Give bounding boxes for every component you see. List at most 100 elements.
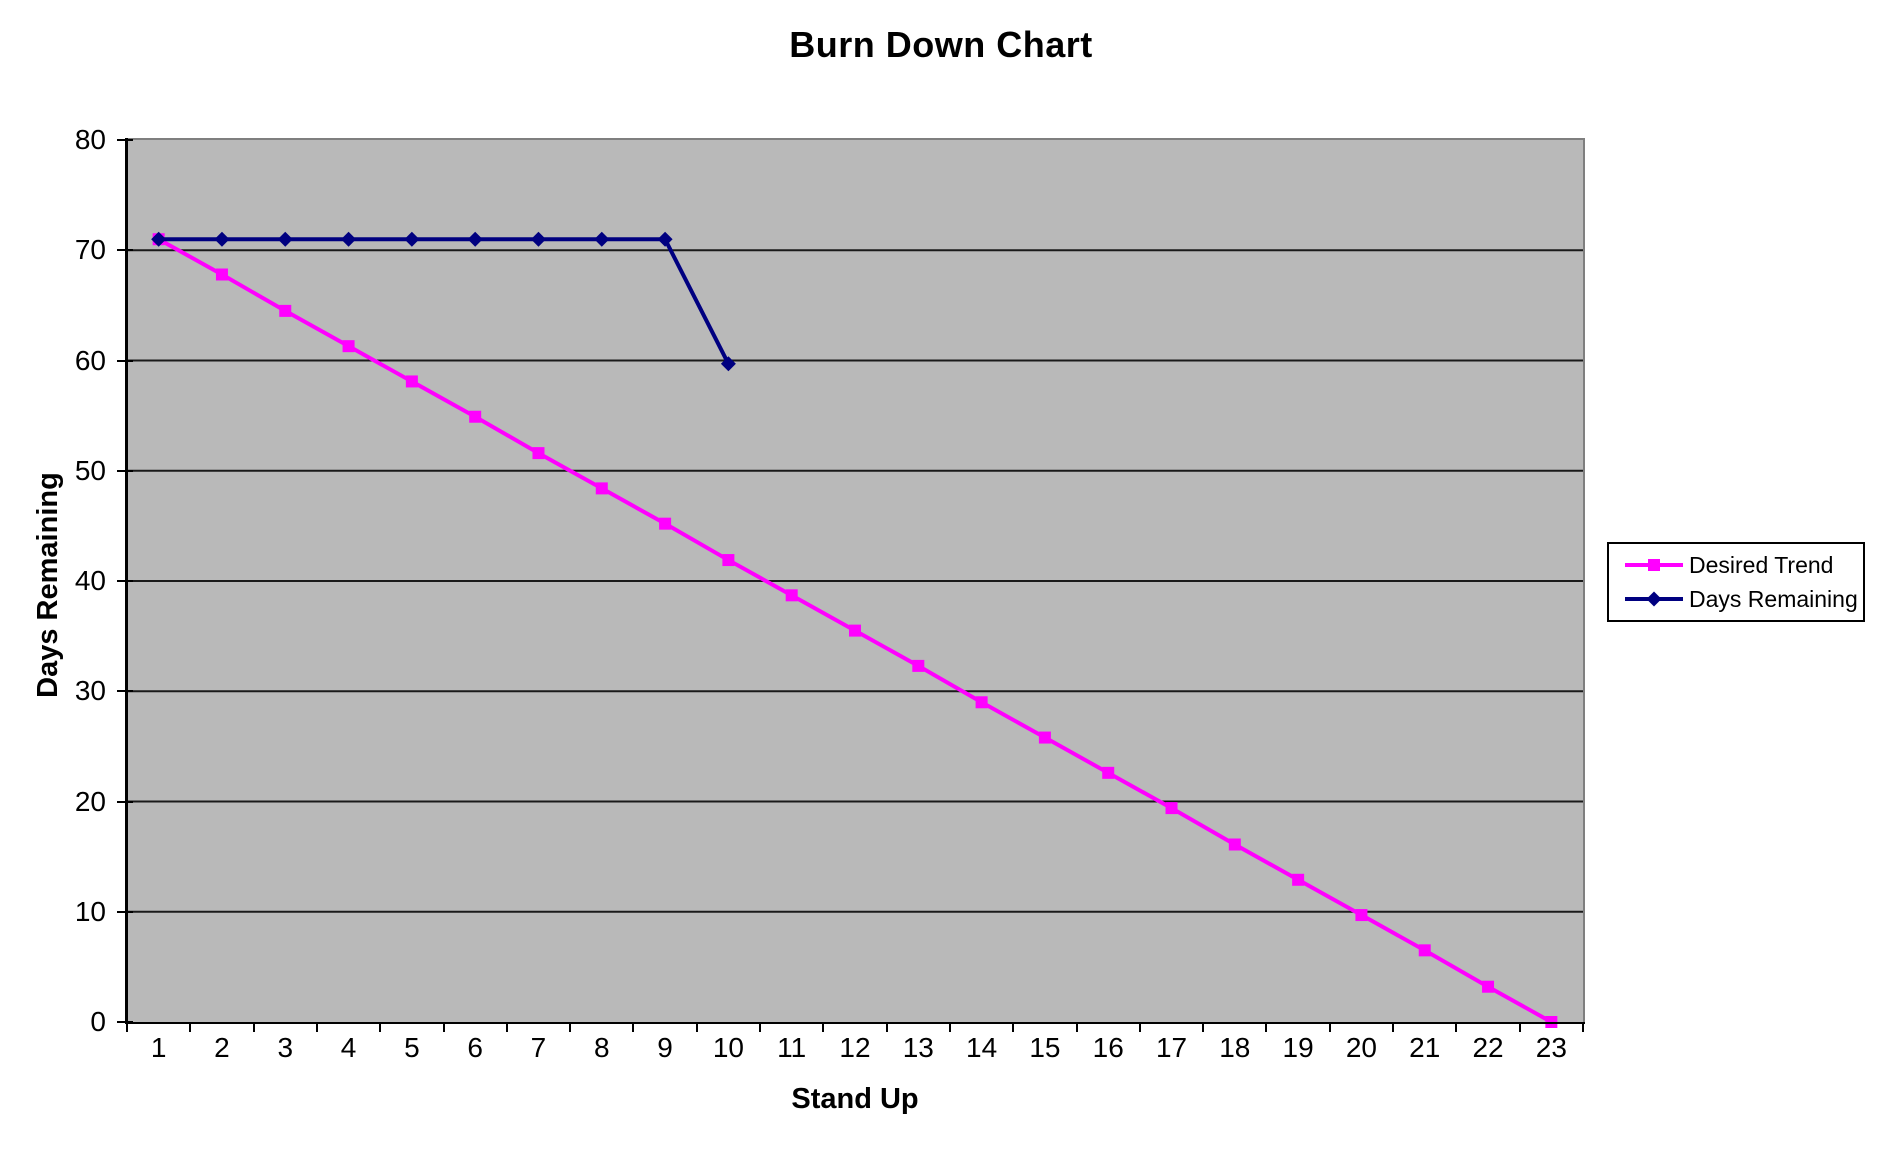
y-tick-label: 10 [74, 895, 106, 927]
legend-label: Days Remaining [1689, 586, 1858, 612]
x-tick-label: 20 [1345, 1032, 1377, 1063]
y-tick-label: 70 [74, 234, 106, 266]
y-tick-label: 0 [90, 1006, 106, 1037]
y-tick-label: 50 [74, 454, 106, 486]
plot-area [127, 140, 1583, 1028]
x-tick-mark [505, 1023, 508, 1032]
x-tick-mark [822, 1023, 825, 1032]
plot-border-top [127, 138, 1585, 140]
diamond-marker [214, 231, 230, 247]
square-marker [1482, 980, 1495, 993]
square-marker [659, 517, 672, 530]
diamond-marker [404, 231, 420, 247]
diamond-marker [341, 231, 357, 247]
x-tick-label: 14 [966, 1032, 998, 1063]
x-tick-label: 6 [467, 1032, 483, 1063]
x-tick-label: 13 [902, 1032, 934, 1063]
x-tick-label: 1 [150, 1032, 167, 1063]
square-marker [1292, 873, 1305, 886]
x-tick-mark [126, 1023, 128, 1032]
chart-title: Burn Down Chart [789, 24, 1093, 65]
x-tick-mark [695, 1023, 698, 1032]
y-tick-mark [117, 249, 133, 252]
y-tick-mark [117, 690, 133, 693]
x-tick-label: 17 [1155, 1032, 1188, 1063]
x-tick-mark [759, 1023, 762, 1032]
square-marker [722, 554, 735, 567]
x-tick-label: 19 [1282, 1032, 1314, 1063]
x-tick-label: 22 [1472, 1032, 1504, 1063]
y-tick-label: 30 [74, 675, 106, 707]
x-tick-label: 4 [340, 1032, 357, 1063]
square-marker [1038, 731, 1051, 744]
square-marker [279, 304, 292, 317]
x-tick-label: 12 [839, 1032, 871, 1063]
square-marker [532, 447, 545, 460]
square-marker [469, 410, 482, 423]
x-tick-mark [1582, 1023, 1584, 1032]
square-marker [595, 482, 608, 495]
x-tick-mark [189, 1023, 192, 1032]
x-tick-mark [379, 1023, 382, 1032]
y-tick-mark [117, 139, 133, 141]
plot-border-right [1583, 138, 1585, 1024]
x-tick-mark [948, 1023, 951, 1032]
x-tick-mark [1518, 1023, 1521, 1032]
diamond-marker [657, 231, 673, 247]
x-tick-label: 9 [657, 1032, 673, 1063]
square-marker [342, 340, 355, 353]
square-marker [975, 696, 988, 709]
x-axis-title: Stand Up [791, 1083, 919, 1115]
diamond-marker [277, 231, 293, 247]
diamond-marker [594, 231, 610, 247]
y-tick-mark [117, 910, 133, 913]
diamond-marker [467, 231, 483, 247]
square-marker [1165, 802, 1178, 815]
x-tick-label: 5 [404, 1032, 420, 1063]
x-tick-mark [1392, 1023, 1395, 1032]
y-tick-mark [117, 800, 133, 803]
diamond-marker [151, 231, 167, 247]
x-axis-line [125, 1021, 1585, 1024]
x-tick-mark [1265, 1023, 1268, 1032]
x-tick-mark [1075, 1023, 1078, 1032]
square-marker [215, 268, 228, 281]
legend-diamond-marker-icon [1625, 591, 1683, 607]
x-tick-mark [1455, 1023, 1458, 1032]
y-tick-mark [117, 469, 133, 472]
x-tick-label: 11 [777, 1032, 807, 1063]
diamond-marker [530, 231, 546, 247]
legend: Desired Trend Days Remaining [1607, 542, 1865, 622]
x-tick-mark [252, 1023, 255, 1032]
x-tick-label: 15 [1029, 1032, 1061, 1063]
y-tick-mark [117, 359, 133, 362]
x-tick-mark [1202, 1023, 1205, 1032]
square-marker [785, 589, 798, 602]
x-tick-mark [632, 1023, 635, 1032]
x-tick-label: 2 [214, 1032, 230, 1063]
legend-label: Desired Trend [1689, 552, 1834, 578]
y-tick-mark [117, 1021, 133, 1023]
x-tick-label: 10 [712, 1032, 744, 1063]
y-tick-label: 60 [74, 344, 106, 376]
x-tick-label: 3 [277, 1032, 294, 1063]
y-tick-mark [117, 580, 133, 582]
legend-square-marker-icon [1625, 559, 1683, 571]
square-marker [1228, 838, 1241, 851]
legend-item-desired-trend: Desired Trend [1625, 552, 1863, 578]
x-tick-mark [1138, 1023, 1141, 1032]
x-tick-mark [1328, 1023, 1331, 1032]
square-marker [1355, 909, 1368, 922]
x-tick-label: 7 [530, 1032, 547, 1063]
square-marker [1418, 944, 1431, 957]
x-tick-label: 8 [593, 1032, 610, 1063]
x-tick-label: 16 [1092, 1032, 1124, 1063]
legend-item-days-remaining: Days Remaining [1625, 586, 1863, 612]
x-tick-mark [885, 1023, 888, 1032]
y-tick-label: 40 [74, 565, 106, 596]
y-tick-label: 80 [74, 124, 106, 155]
square-marker [405, 375, 418, 388]
plot-canvas [127, 231, 1583, 1028]
square-marker [849, 624, 861, 637]
